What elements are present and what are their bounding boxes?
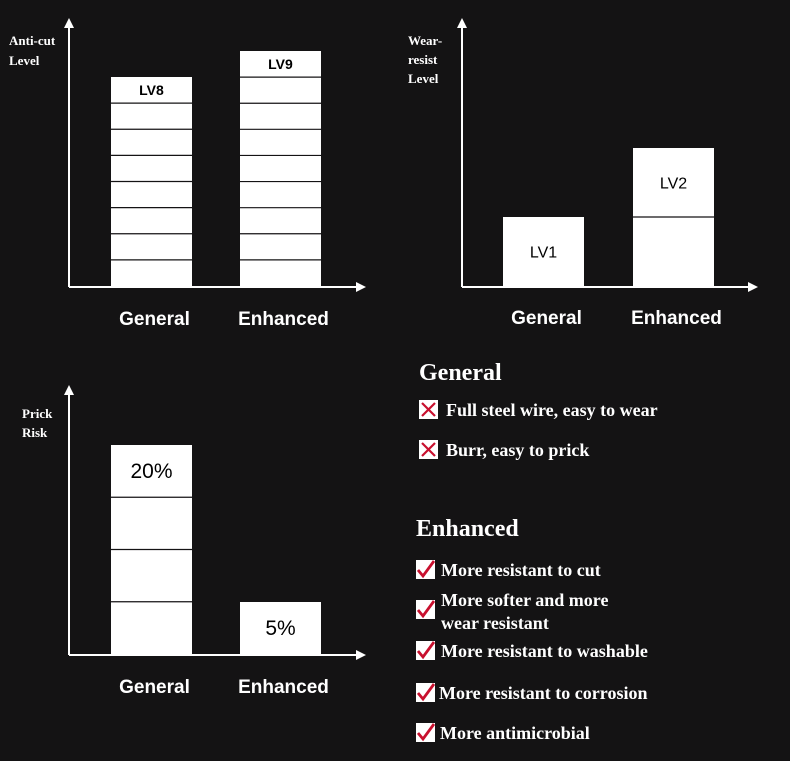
y-axis-arrow: [64, 18, 74, 28]
bar-data-label: 20%: [130, 460, 172, 483]
legend-item-text: More resistant to cut: [441, 560, 601, 580]
x-tick-label: Enhanced: [631, 308, 722, 329]
check-icon: [416, 641, 435, 660]
y-axis-arrow: [64, 385, 74, 395]
cross-icon: [419, 440, 438, 459]
x-tick-label: Enhanced: [238, 677, 329, 698]
legend-item-text: More resistant to corrosion: [439, 683, 648, 703]
bar: [240, 602, 321, 654]
x-axis-arrow: [748, 282, 758, 292]
bar-data-label: LV1: [530, 245, 557, 262]
check-icon: [416, 683, 435, 702]
legend-item-text: Burr, easy to prick: [446, 440, 590, 460]
legend-enhanced: Enhanced More resistant to cut More soft…: [416, 516, 786, 751]
legend-enhanced-title: Enhanced: [416, 516, 519, 542]
check-icon: [416, 723, 435, 742]
x-tick-label: General: [119, 309, 190, 330]
y-axis-label: Wear-resist Level: [408, 33, 442, 86]
check-icon: [416, 560, 435, 579]
x-axis-arrow: [356, 282, 366, 292]
y-axis-label: Anti-cut Level: [9, 33, 56, 68]
check-icon: [416, 600, 435, 619]
y-axis-arrow: [457, 18, 467, 28]
bar-data-label: 5%: [265, 617, 295, 640]
x-tick-label: General: [511, 308, 582, 329]
x-tick-label: Enhanced: [238, 309, 329, 330]
legend-item-text: More softer and more: [441, 590, 609, 610]
bar: [240, 51, 321, 286]
x-axis-arrow: [356, 650, 366, 660]
y-axis-label: Prick Risk: [22, 406, 53, 440]
legend-item-text-line2: wear resistant: [441, 613, 549, 633]
bar-data-label: LV9: [268, 56, 293, 72]
legend-item-text: Full steel wire, easy to wear: [446, 400, 658, 420]
bar-data-label: LV2: [660, 176, 687, 193]
legend-general-title: General: [419, 360, 502, 386]
legend-item-text: More resistant to washable: [441, 641, 648, 661]
bar: [503, 217, 584, 286]
x-tick-label: General: [119, 677, 190, 698]
bar-data-label: LV8: [139, 82, 164, 98]
legend-general: General Full steel wire, easy to wear Bu…: [419, 360, 779, 470]
legend-item-text: More antimicrobial: [440, 723, 590, 743]
cross-icon: [419, 400, 438, 419]
